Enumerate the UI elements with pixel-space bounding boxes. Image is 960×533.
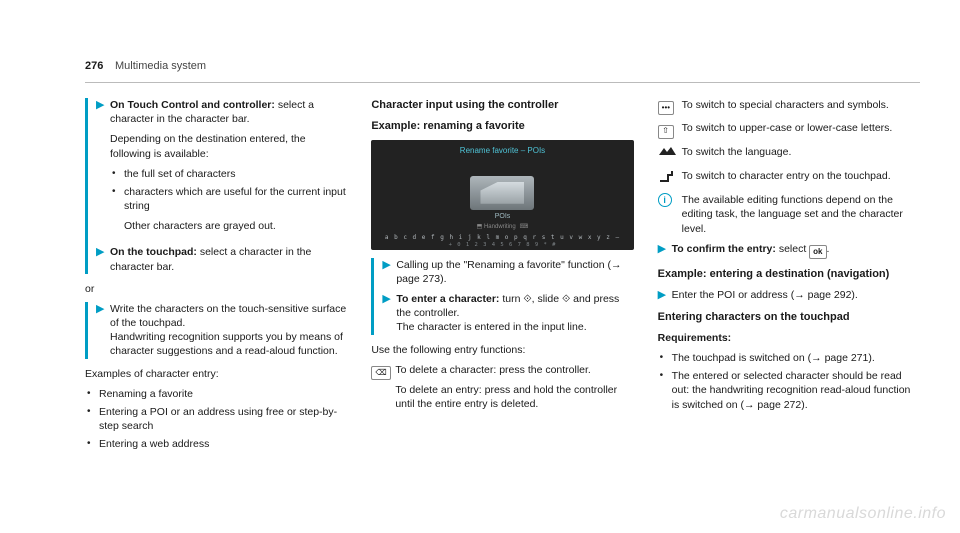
- page-number: 276: [85, 60, 103, 72]
- shift-icon: ⇧: [658, 121, 682, 138]
- use-label: Use the following entry functions:: [371, 343, 633, 357]
- list-item: The touchpad is switched on (→ page 271)…: [658, 351, 920, 365]
- heading: Example: renaming a favorite: [371, 119, 633, 134]
- examples-heading: Examples of character entry:: [85, 367, 347, 381]
- column-2: Character input using the controller Exa…: [371, 98, 633, 457]
- step-text: Calling up the "Renaming a favorite" fun…: [396, 258, 633, 286]
- img-hand-a: ⬒ Handwriting: [477, 223, 516, 231]
- icon-desc: To switch to special characters and symb…: [682, 98, 920, 115]
- icon-desc: To delete a character: press the control…: [395, 363, 633, 377]
- heading: Character input using the controller: [371, 98, 633, 113]
- step-text: select: [779, 243, 806, 255]
- delete-icon: ⌫: [371, 363, 395, 418]
- heading: Example: entering a destination (navigat…: [658, 267, 920, 282]
- step-label: To confirm the entry:: [672, 243, 776, 255]
- img-hand-b: ⌨: [520, 223, 529, 231]
- step-label: On the touchpad:: [110, 246, 197, 258]
- list-item: Entering a web address: [85, 437, 347, 451]
- list-item: The entered or selected character should…: [658, 369, 920, 412]
- special-chars-icon: •••: [658, 98, 682, 115]
- step-group-2: ▶ Write the characters on the touch-sens…: [85, 302, 347, 359]
- ok-icon: ok: [809, 245, 826, 259]
- step-label: To enter a character:: [396, 293, 499, 305]
- list-item: the full set of characters: [110, 167, 347, 181]
- step-arrow-icon: ▶: [96, 302, 110, 359]
- step-group-3: ▶ Calling up the "Renaming a favorite" f…: [371, 258, 633, 335]
- note-text: Other characters are grayed out.: [110, 219, 347, 233]
- column-3: ••• To switch to special characters and …: [658, 98, 920, 457]
- touchpad-icon: [658, 169, 682, 187]
- step-text: Handwriting recognition supports you by …: [110, 331, 343, 357]
- step-desc: Depending on the destination entered, th…: [110, 132, 347, 160]
- icon-desc: To switch the language.: [682, 145, 920, 163]
- step-text: Write the characters on the touch-sensit…: [110, 303, 346, 329]
- info-icon: i: [658, 193, 682, 236]
- img-title: Rename favorite – POIs: [371, 146, 633, 157]
- map-shape-icon: [470, 176, 534, 210]
- img-poi-label: POIs: [371, 212, 633, 221]
- info-text: The available editing functions depend o…: [682, 193, 920, 236]
- section-label: Multimedia system: [115, 60, 206, 72]
- list-item: characters which are useful for the curr…: [110, 185, 347, 213]
- watermark: carmanualsonline.info: [780, 505, 946, 523]
- step-arrow-icon: ▶: [96, 98, 110, 239]
- page: 276 Multimedia system ▶ On Touch Control…: [0, 0, 960, 533]
- example-screenshot: Rename favorite – POIs POIs ⬒ Handwritin…: [371, 140, 633, 250]
- header-rule: [85, 82, 920, 83]
- step-arrow-icon: ▶: [658, 288, 672, 302]
- icon-desc: To switch to upper-case or lower-case le…: [682, 121, 920, 138]
- step-arrow-icon: ▶: [382, 258, 396, 286]
- step-label: On Touch Control and controller:: [110, 99, 275, 111]
- column-1: ▶ On Touch Control and controller: selec…: [85, 98, 347, 457]
- or-label: or: [85, 282, 347, 296]
- step-text: Enter the POI or address (→ page 292).: [672, 288, 920, 302]
- img-num-row: + 0 1 2 3 4 5 6 7 8 9 * #: [371, 242, 633, 249]
- heading: Entering characters on the touchpad: [658, 310, 920, 325]
- list-item: Entering a POI or an address using free …: [85, 405, 347, 433]
- img-alpha-row: a b c d e f g h i j k l m o p q r s t u …: [371, 234, 633, 242]
- columns: ▶ On Touch Control and controller: selec…: [85, 98, 920, 457]
- step-arrow-icon: ▶: [382, 292, 396, 335]
- step-arrow-icon: ▶: [96, 245, 110, 273]
- step-group-1: ▶ On Touch Control and controller: selec…: [85, 98, 347, 274]
- list-item: Renaming a favorite: [85, 387, 347, 401]
- step-text: The character is entered in the input li…: [396, 321, 586, 333]
- icon-desc: To switch to character entry on the touc…: [682, 169, 920, 187]
- language-icon: [658, 145, 682, 163]
- step-arrow-icon: ▶: [658, 242, 672, 259]
- icon-desc: To delete an entry: press and hold the c…: [395, 383, 633, 411]
- requirements-heading: Requirements:: [658, 331, 920, 345]
